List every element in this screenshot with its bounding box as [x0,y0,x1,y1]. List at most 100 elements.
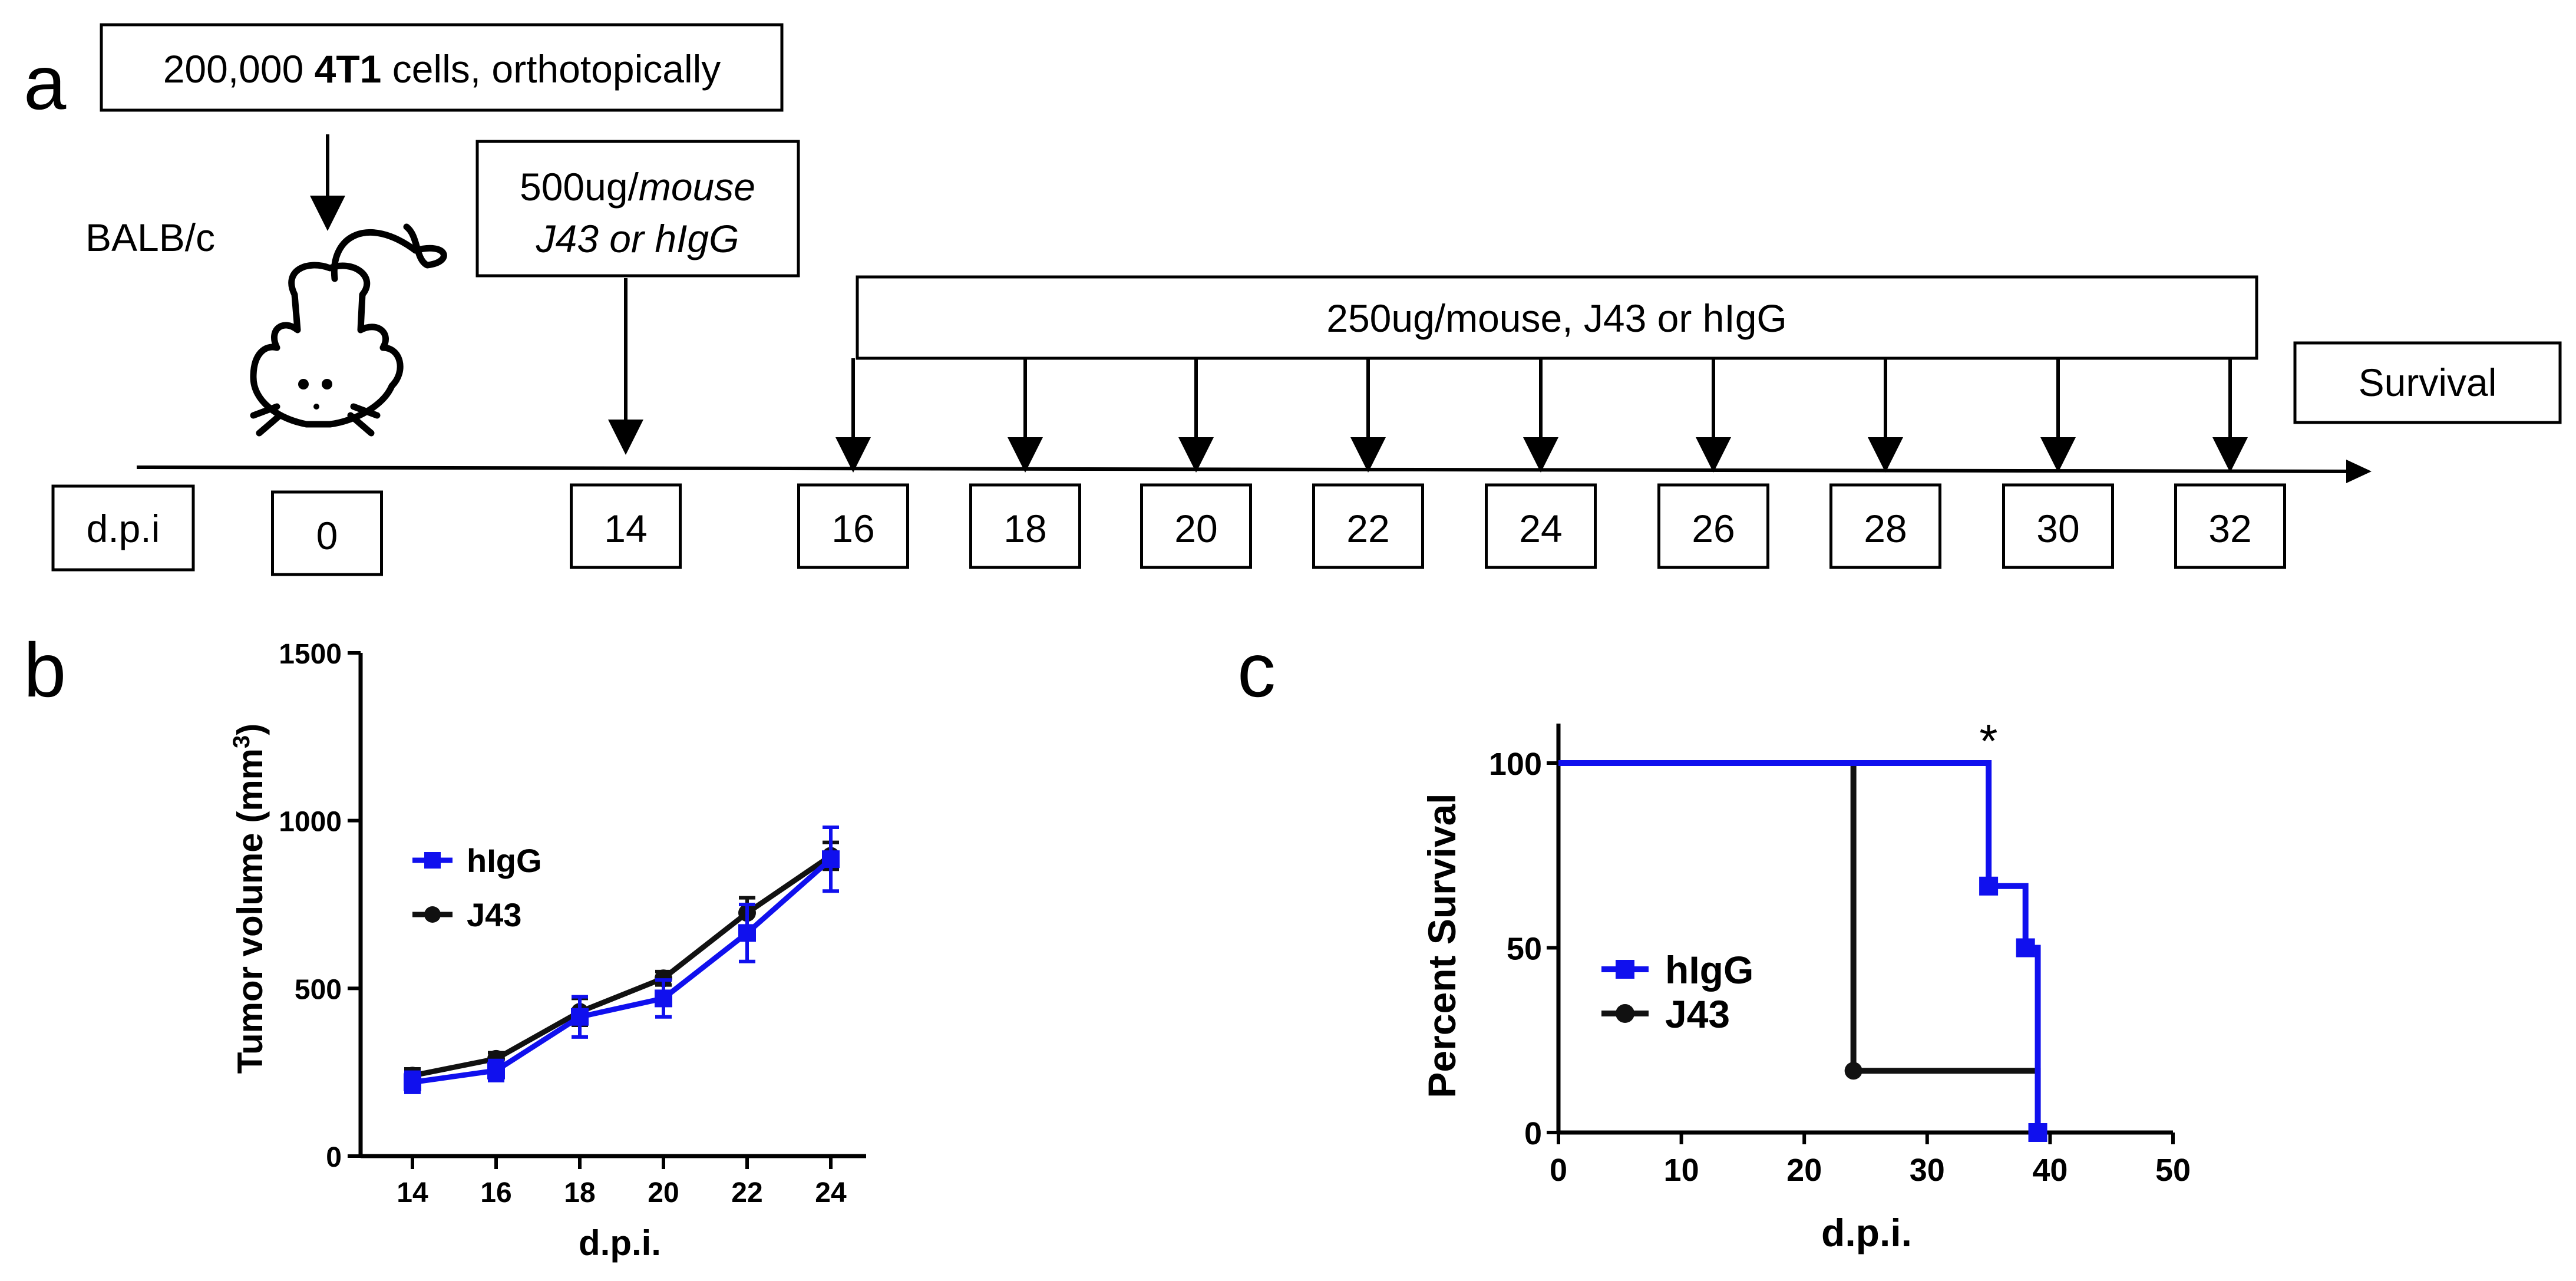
panel-b-xtick-label-20: 20 [648,1177,679,1209]
panel-b-point-higg-22 [738,924,756,942]
dpi-label-box [51,484,195,572]
mouse-eye-left [298,379,309,389]
panel-c-xtick-label-50: 50 [2155,1153,2191,1188]
panel-b-ylabel: Tumor volume (mm3) [229,724,270,1074]
panel-b-series-line-higg [412,857,833,1085]
panel-c-ytick-label-100: 100 [1489,747,1542,782]
day-box-26 [1657,483,1769,569]
panel-c-ytick-label-50: 50 [1507,932,1542,967]
panel-b-ytick-label-1500: 1500 [279,639,342,670]
panel-b-point-higg-14 [404,1073,421,1091]
panel-c-legend-label-higg: hIgG [1665,948,1753,992]
survival-box [2293,341,2562,424]
panel-c-xtick-label-0: 0 [1550,1153,1567,1188]
day-box-18 [969,483,1081,569]
panel-b-tumor-volume: b Tumor volume (mm3) d.p.i. 0 500 1000 1500… [24,627,866,1263]
significance-marker: * [1979,715,1997,767]
panel-b-legend-marker-j43 [424,906,441,923]
panel-c-xlabel: d.p.i. [1821,1211,1912,1254]
first-dose-box [475,140,800,278]
day-label-16: 16 [831,507,874,550]
first-dose-line2: J43 or hIgG [536,217,739,260]
day-label-28: 28 [1864,507,1907,550]
panel-c-legend-label-j43: J43 [1665,992,1730,1036]
panel-b-xtick-label-14: 14 [397,1177,428,1209]
panel-b-xtick-label-22: 22 [731,1177,762,1209]
panel-b-ytick-label-1000: 1000 [279,807,342,838]
panel-c-event-j43-24 [1844,1062,1862,1080]
panel-b-point-higg-20 [655,989,672,1008]
panel-c-xtick-label-10: 10 [1664,1153,1699,1188]
panel-b-ylabel-sup: 3 [229,735,255,748]
panel-b-ytick-label-500: 500 [295,974,342,1005]
panel-b-point-higg-24 [822,850,840,869]
panel-b-ytick-label-0: 0 [326,1142,342,1173]
timeline-axis [136,465,2357,473]
panel-c-legend-marker-j43 [1616,1004,1634,1023]
timeline-arrowhead [2346,460,2372,483]
first-dose-line1: 500ug/mouse [520,165,755,209]
first-dose-unit: mouse [639,165,755,209]
day-box-22 [1312,483,1424,569]
survival-text: Survival [2359,361,2497,404]
panel-b-point-higg-16 [487,1061,505,1079]
injection-text: 200,000 4T1 cells, orthotopically [163,47,721,91]
panel-c-survival-curve-j43 [1558,760,2041,1133]
panel-b-xlabel: d.p.i. [579,1223,661,1263]
panel-b-legend-label-higg: hIgG [467,842,542,879]
panel-a-timeline: a 200,000 4T1 cells, orthotopically BALB… [24,23,2562,576]
panel-b-xtick-label-18: 18 [564,1177,595,1209]
mouse-nose [313,404,319,410]
panel-b-series-line-j43 [412,853,833,1078]
panel-b-legend-label-j43: J43 [467,896,521,933]
panel-c-xtick-label-30: 30 [1910,1153,1945,1188]
day-box-20 [1140,483,1252,569]
panel-b-plot: 0 500 1000 1500 14 16 18 20 22 24 hIgG J43 [279,639,866,1209]
strain-label: BALB/c [85,216,215,259]
panel-c-xtick-label-20: 20 [1786,1153,1822,1188]
panel-c-event-higg-38 [2016,938,2035,958]
day-label-32: 32 [2208,507,2251,550]
panel-c-survival-curve-higg [1558,760,2041,1133]
day-box-14 [570,483,682,569]
repeat-dose-box [856,275,2258,360]
day-label-24: 24 [1519,507,1562,550]
panel-b-xtick-label-24: 24 [815,1177,847,1209]
first-dose-amount: 500ug/ [520,165,639,209]
day-box-16 [797,483,909,569]
day-label-30: 30 [2036,507,2079,550]
panel-c-event-higg-39 [2028,1123,2047,1142]
dose-arrows [835,358,2248,473]
day-label-14: 14 [604,507,647,550]
day-label-20: 20 [1174,507,1217,550]
panel-b-legend-marker-higg [424,852,441,869]
panel-c-xtick-label-40: 40 [2032,1153,2068,1188]
panel-c-ytick-label-0: 0 [1524,1116,1542,1151]
panel-b-ylabel-main: Tumor volume (mm [230,748,270,1074]
day-label-18: 18 [1003,507,1046,550]
mouse-icon [250,223,447,437]
day-label-0: 0 [316,514,338,557]
injection-text-cellline: 4T1 [315,47,382,91]
injection-text-prefix: 200,000 [163,47,315,91]
day-boxes: 0 14 16 18 20 22 24 26 28 30 32 [271,483,2286,576]
panel-b-label: b [24,627,66,713]
panel-b-point-higg-18 [571,1008,589,1026]
day-box-0 [271,490,383,576]
day-box-30 [2002,483,2114,569]
panel-b-ylabel-close: ) [230,724,270,735]
injection-box [100,23,784,112]
day-box-28 [1829,483,1941,569]
day-box-24 [1485,483,1597,569]
day-box-32 [2174,483,2286,569]
day-label-22: 22 [1346,507,1389,550]
panel-c-event-higg-35 [1979,876,1999,896]
panel-c-ylabel: Percent Survival [1420,793,1464,1098]
repeat-dose-text: 250ug/mouse, J43 or hIgG [1326,296,1787,340]
day-label-26: 26 [1692,507,1735,550]
injection-text-suffix: cells, orthotopically [381,47,721,91]
panel-a-label: a [24,39,67,126]
panel-c-survival: c Percent Survival d.p.i. * 0 50 100 0 10 20 3… [1237,627,2191,1254]
